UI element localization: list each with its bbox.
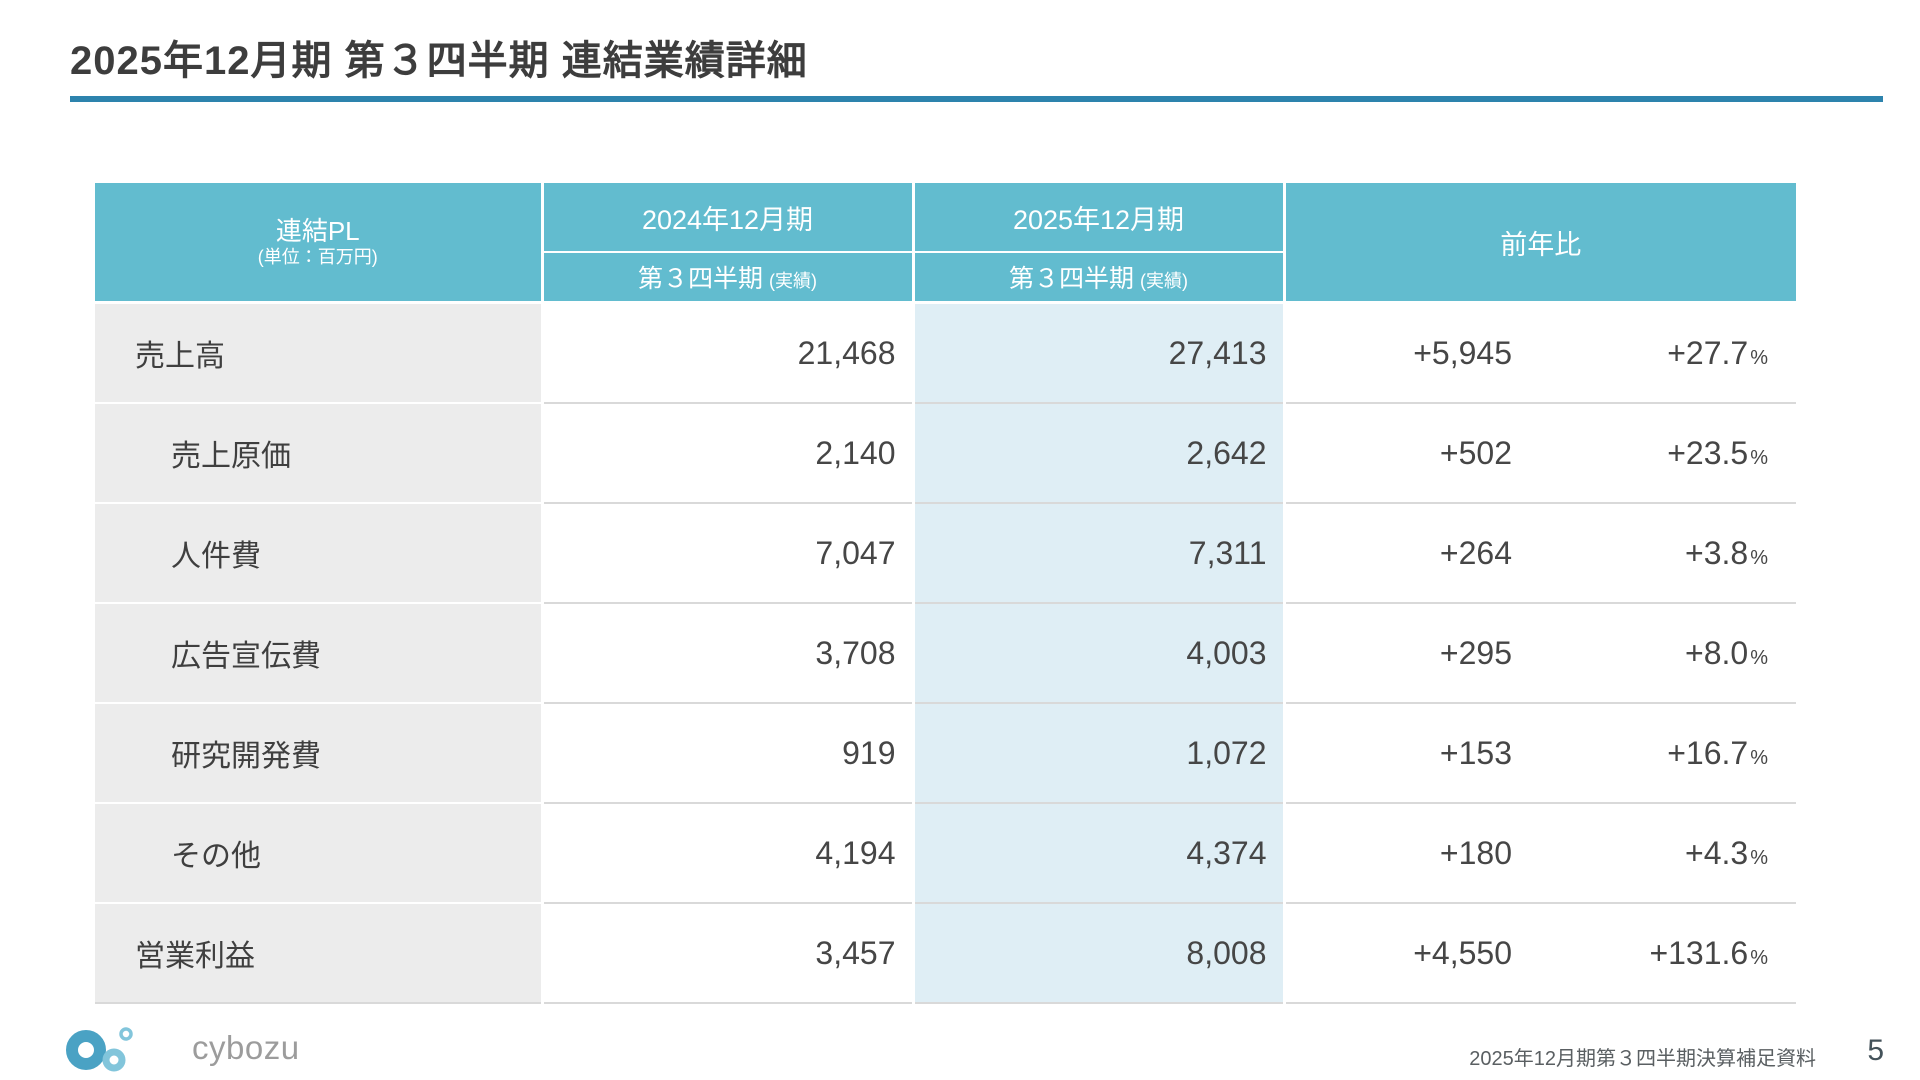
row-label: 営業利益	[95, 902, 542, 1004]
value-fy2024: 2,140	[540, 402, 913, 503]
header-fy2025-quarter: 第３四半期	[1008, 265, 1134, 293]
yoy-difference: +295	[1282, 602, 1540, 703]
table-row: 売上高 21,468 27,413 +5,945 +27.7%	[95, 301, 1796, 403]
table-row: 研究開発費 919 1,072 +153 +16.7%	[95, 702, 1796, 803]
value-fy2024: 919	[540, 702, 913, 803]
percent-sign: %	[1750, 646, 1768, 669]
footer-document-label: 2025年12月期第３四半期決算補足資料	[1469, 1048, 1816, 1070]
row-label: 広告宣伝費	[95, 602, 542, 703]
row-label: その他	[95, 802, 542, 903]
header-fy2024-note: (実績)	[769, 271, 817, 291]
percent-sign: %	[1750, 346, 1768, 369]
yoy-percent: +8.0%	[1540, 602, 1796, 703]
value-fy2025: 27,413	[911, 302, 1284, 403]
value-fy2024: 4,194	[540, 802, 913, 903]
value-fy2025: 8,008	[911, 902, 1284, 1004]
cybozu-logo-mark	[66, 1027, 133, 1072]
header-pl-label: 連結PL	[275, 215, 360, 246]
yoy-difference: +264	[1282, 502, 1540, 603]
value-fy2025: 4,003	[911, 602, 1284, 703]
value-fy2025: 7,311	[911, 502, 1284, 603]
value-fy2024: 7,047	[540, 502, 913, 603]
table-row: 広告宣伝費 3,708 4,003 +295 +8.0%	[95, 602, 1796, 703]
value-fy2024: 21,468	[540, 302, 913, 403]
header-fy2025-sub: 第３四半期 (実績)	[911, 252, 1284, 304]
yoy-difference: +180	[1282, 802, 1540, 903]
header-fy2024-quarter: 第３四半期	[637, 265, 763, 293]
table-row: 売上原価 2,140 2,642 +502 +23.5%	[95, 402, 1796, 503]
percent-sign: %	[1750, 546, 1768, 569]
page-number: 5	[1867, 1034, 1884, 1067]
row-label: 研究開発費	[95, 702, 542, 803]
yoy-percent: +131.6%	[1540, 902, 1796, 1004]
value-fy2025: 4,374	[911, 802, 1284, 903]
row-label: 人件費	[95, 502, 542, 603]
header-fy2025: 2025年12月期	[911, 183, 1284, 253]
header-fy2025-note: (実績)	[1140, 271, 1188, 291]
yoy-difference: +5,945	[1282, 302, 1540, 403]
header-yoy: 前年比	[1282, 183, 1796, 304]
header-fy2024-sub: 第３四半期 (実績)	[540, 252, 913, 304]
yoy-difference: +502	[1282, 402, 1540, 503]
cybozu-logo: cybozu	[62, 1022, 300, 1074]
table-row: 人件費 7,047 7,311 +264 +3.8%	[95, 502, 1796, 603]
yoy-percent: +27.7%	[1540, 302, 1796, 403]
table-row: 営業利益 3,457 8,008 +4,550 +131.6%	[95, 902, 1796, 1004]
percent-sign: %	[1750, 446, 1768, 469]
value-fy2025: 2,642	[911, 402, 1284, 503]
cybozu-logo-text: cybozu	[192, 1029, 300, 1066]
yoy-difference: +153	[1282, 702, 1540, 803]
value-fy2024: 3,457	[540, 902, 913, 1004]
header-fy2024: 2024年12月期	[540, 183, 913, 253]
page-title: 2025年12月期 第３四半期 連結業績詳細	[70, 39, 808, 83]
table-row: その他 4,194 4,374 +180 +4.3%	[95, 802, 1796, 903]
header-pl-unit: (単位：百万円)	[257, 247, 378, 268]
yoy-percent: +16.7%	[1540, 702, 1796, 803]
value-fy2024: 3,708	[540, 602, 913, 703]
percent-sign: %	[1750, 746, 1768, 769]
yoy-difference: +4,550	[1282, 902, 1540, 1004]
value-fy2025: 1,072	[911, 702, 1284, 803]
consolidated-pl-table: 連結PL (単位：百万円) 2024年12月期 2025年12月期 前年比 第３…	[95, 183, 1796, 1004]
title-underline	[70, 96, 1883, 102]
yoy-percent: +4.3%	[1540, 802, 1796, 903]
header-pl: 連結PL (単位：百万円)	[95, 183, 542, 304]
percent-sign: %	[1750, 946, 1768, 969]
percent-sign: %	[1750, 846, 1768, 869]
row-label: 売上高	[95, 301, 542, 403]
row-label: 売上原価	[95, 402, 542, 503]
yoy-percent: +23.5%	[1540, 402, 1796, 503]
yoy-percent: +3.8%	[1540, 502, 1796, 603]
